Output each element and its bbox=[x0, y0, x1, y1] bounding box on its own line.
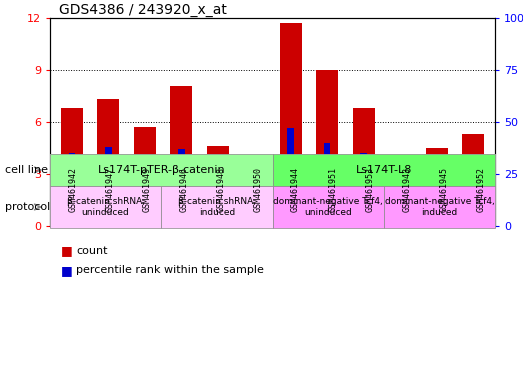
Text: GSM461944: GSM461944 bbox=[291, 167, 300, 212]
Text: percentile rank within the sample: percentile rank within the sample bbox=[76, 265, 264, 275]
Text: ■: ■ bbox=[61, 245, 72, 258]
Text: count: count bbox=[76, 246, 108, 256]
Bar bbox=[280, 23, 302, 226]
Bar bbox=[324, 143, 331, 226]
Bar bbox=[142, 170, 148, 226]
Text: protocol: protocol bbox=[5, 202, 51, 212]
Bar bbox=[353, 108, 374, 226]
Text: GSM461946: GSM461946 bbox=[180, 167, 189, 212]
Text: GSM461953: GSM461953 bbox=[365, 167, 374, 212]
Bar bbox=[426, 148, 448, 226]
Bar bbox=[105, 147, 111, 226]
Text: GSM461945: GSM461945 bbox=[439, 167, 448, 212]
Text: Ls174T-pTER-β-catenin: Ls174T-pTER-β-catenin bbox=[97, 165, 225, 175]
Text: GSM461951: GSM461951 bbox=[328, 167, 337, 212]
Bar bbox=[214, 170, 221, 226]
Text: GSM461950: GSM461950 bbox=[254, 167, 263, 212]
Bar bbox=[61, 108, 83, 226]
Bar bbox=[288, 128, 294, 226]
Text: dominant-negative Tcf4,
uninduced: dominant-negative Tcf4, uninduced bbox=[273, 197, 383, 217]
Text: Ls174T-L8: Ls174T-L8 bbox=[356, 165, 412, 175]
Bar bbox=[97, 99, 119, 226]
Text: GSM461942: GSM461942 bbox=[69, 167, 77, 212]
Text: β-catenin shRNA,
induced: β-catenin shRNA, induced bbox=[178, 197, 256, 217]
Text: β-catenin shRNA,
uninduced: β-catenin shRNA, uninduced bbox=[66, 197, 145, 217]
Bar bbox=[134, 127, 156, 226]
Bar bbox=[316, 70, 338, 226]
Bar bbox=[243, 225, 265, 226]
Bar bbox=[251, 220, 257, 226]
Text: GDS4386 / 243920_x_at: GDS4386 / 243920_x_at bbox=[59, 3, 227, 17]
Bar bbox=[207, 146, 229, 226]
Bar bbox=[397, 195, 403, 226]
Bar bbox=[434, 168, 440, 226]
Bar bbox=[360, 153, 367, 226]
Text: GSM461948: GSM461948 bbox=[217, 167, 226, 212]
Text: GSM461949: GSM461949 bbox=[143, 167, 152, 212]
Bar bbox=[470, 164, 476, 226]
Bar bbox=[389, 200, 411, 226]
Bar bbox=[178, 149, 185, 226]
Text: GSM461947: GSM461947 bbox=[106, 167, 115, 212]
Text: ■: ■ bbox=[61, 264, 72, 277]
Bar bbox=[170, 86, 192, 226]
Text: GSM461943: GSM461943 bbox=[402, 167, 411, 212]
Bar bbox=[69, 153, 75, 226]
Text: cell line: cell line bbox=[5, 165, 48, 175]
Text: GSM461952: GSM461952 bbox=[476, 167, 485, 212]
Bar bbox=[462, 134, 484, 226]
Text: dominant-negative Tcf4,
induced: dominant-negative Tcf4, induced bbox=[384, 197, 494, 217]
